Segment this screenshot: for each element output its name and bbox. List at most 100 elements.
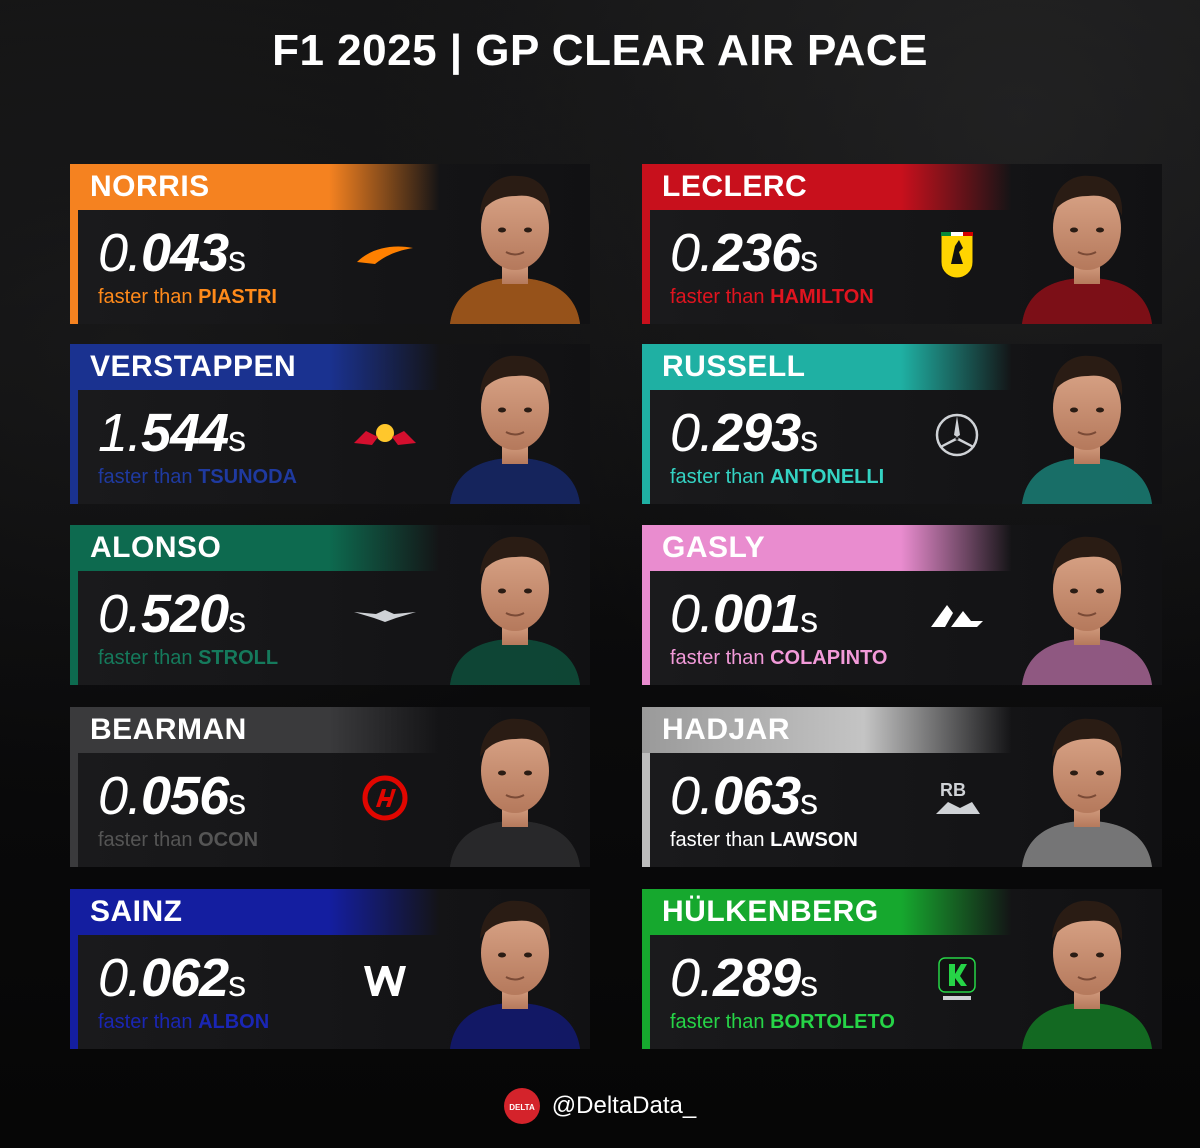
teammate-name: PIASTRI [198,286,277,308]
name-bar [70,707,440,753]
delta-data-logo-icon: DELTA [503,1088,540,1124]
comparison-prefix: faster than [670,829,765,851]
gap-value: 0.236s [670,222,818,284]
comparison-prefix: faster than [98,829,193,851]
comparison-text: faster than LAWSON [670,829,858,852]
comparison-text: faster than OCON [98,829,258,852]
teammate-name: BORTOLETO [770,1011,895,1033]
comparison-text: faster than COLAPINTO [670,647,888,670]
name-bar [70,164,440,210]
gap-digits: 056 [141,766,229,826]
comparison-text: faster than HAMILTON [670,286,874,309]
gap-digits: 062 [141,948,229,1008]
gap-lead: 1. [98,403,142,463]
driver-portrait [1012,707,1162,867]
gap-unit: s [800,963,818,1004]
sauber-logo-icon [922,955,992,1005]
team-color-stripe [642,164,650,324]
gap-lead: 0. [98,948,142,1008]
driver-portrait [1012,164,1162,324]
ferrari-logo-icon [922,230,992,280]
gap-digits: 293 [713,403,801,463]
teammate-name: LAWSON [770,829,858,851]
gap-unit: s [800,418,818,459]
driver-name: SAINZ [90,895,183,928]
driver-card: ALONSO 0.520s faster than STROLL [70,525,590,685]
driver-card: SAINZ 0.062s faster than ALBON [70,889,590,1049]
red-bull-logo-icon [350,410,420,460]
gap-unit: s [228,781,246,822]
comparison-prefix: faster than [98,466,193,488]
name-bar [642,344,1012,390]
gap-digits: 236 [713,223,801,283]
mclaren-logo-icon [350,230,420,280]
name-bar [642,525,1012,571]
driver-name: GASLY [662,531,766,564]
teammate-name: ALBON [198,1011,270,1033]
comparison-prefix: faster than [98,647,193,669]
aston-martin-logo-icon [350,591,420,641]
gap-value: 0.056s [98,765,246,827]
team-color-stripe [642,344,650,504]
gap-lead: 0. [670,403,714,463]
driver-card: LECLERC 0.236s faster than HAMILTON [642,164,1162,324]
gap-lead: 0. [98,584,142,644]
comparison-prefix: faster than [98,1011,193,1033]
driver-card: RUSSELL 0.293s faster than ANTONELLI [642,344,1162,504]
driver-portrait [1012,344,1162,504]
gap-value: 0.062s [98,947,246,1009]
driver-card: HÜLKENBERG 0.289s faster than BORTOLETO [642,889,1162,1049]
driver-name: NORRIS [90,170,210,203]
gap-lead: 0. [98,223,142,283]
gap-unit: s [800,781,818,822]
name-bar [642,164,1012,210]
gap-value: 0.063s [670,765,818,827]
badge-text: DELTA [509,1103,535,1112]
driver-name: LECLERC [662,170,808,203]
gap-digits: 520 [141,584,229,644]
name-bar [70,525,440,571]
driver-portrait [1012,525,1162,685]
alpine-logo-icon [922,591,992,641]
teammate-name: TSUNODA [198,466,297,488]
gap-lead: 0. [98,766,142,826]
gap-digits: 544 [141,403,229,463]
driver-card: VERSTAPPEN 1.544s faster than TSUNODA [70,344,590,504]
comparison-prefix: faster than [670,286,765,308]
comparison-text: faster than BORTOLETO [670,1011,895,1034]
teammate-name: STROLL [198,647,279,669]
gap-digits: 063 [713,766,801,826]
comparison-prefix: faster than [98,286,193,308]
team-color-stripe [70,707,78,867]
gap-lead: 0. [670,766,714,826]
teammate-name: COLAPINTO [770,647,888,669]
footer: DELTA @DeltaData_ [0,1086,1200,1126]
driver-name: HÜLKENBERG [662,895,879,928]
gap-unit: s [228,599,246,640]
page-title: F1 2025 | GP CLEAR AIR PACE [272,26,928,75]
williams-logo-icon [350,955,420,1005]
team-color-stripe [642,707,650,867]
gap-value: 0.001s [670,583,818,645]
team-color-stripe [642,525,650,685]
comparison-text: faster than TSUNODA [98,466,297,489]
gap-value: 0.293s [670,402,818,464]
gap-value: 0.520s [98,583,246,645]
mercedes-logo-icon [922,410,992,460]
comparison-prefix: faster than [670,1011,765,1033]
name-bar [70,344,440,390]
gap-unit: s [228,238,246,279]
driver-portrait [440,344,590,504]
gap-unit: s [800,238,818,279]
team-color-stripe [642,889,650,1049]
driver-portrait [440,525,590,685]
gap-unit: s [800,599,818,640]
gap-lead: 0. [670,584,714,644]
svg-text:RB: RB [940,780,966,800]
comparison-text: faster than ANTONELLI [670,466,884,489]
gap-digits: 043 [141,223,229,283]
gap-value: 0.289s [670,947,818,1009]
footer-handle[interactable]: @DeltaData_ [551,1092,697,1119]
comparison-prefix: faster than [670,466,765,488]
team-color-stripe [70,164,78,324]
